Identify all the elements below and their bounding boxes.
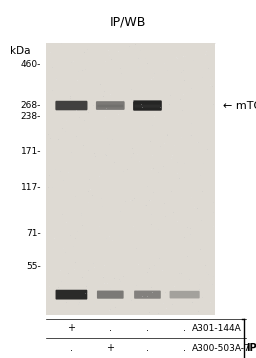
- Text: .: .: [109, 324, 112, 333]
- Text: kDa: kDa: [10, 46, 31, 56]
- Text: 71-: 71-: [26, 229, 41, 238]
- Text: A301-144A: A301-144A: [192, 324, 242, 333]
- FancyBboxPatch shape: [46, 43, 215, 315]
- Text: 238-: 238-: [20, 112, 41, 121]
- Text: .: .: [146, 324, 149, 333]
- Text: .: .: [183, 343, 186, 353]
- FancyBboxPatch shape: [133, 100, 162, 111]
- FancyBboxPatch shape: [96, 101, 125, 110]
- Text: A300-503A-7: A300-503A-7: [192, 344, 251, 353]
- Text: +: +: [106, 343, 114, 353]
- FancyBboxPatch shape: [97, 105, 123, 107]
- Text: 117-: 117-: [20, 183, 41, 192]
- Text: +: +: [67, 324, 76, 333]
- Text: .: .: [183, 324, 186, 333]
- Text: IP: IP: [246, 343, 256, 353]
- Text: .: .: [146, 343, 149, 353]
- FancyBboxPatch shape: [57, 105, 86, 107]
- Text: .: .: [70, 343, 73, 353]
- Text: 268-: 268-: [20, 101, 41, 110]
- Text: 55-: 55-: [26, 262, 41, 271]
- FancyBboxPatch shape: [97, 291, 124, 299]
- Text: 460-: 460-: [20, 60, 41, 69]
- Text: ← mTOR: ← mTOR: [223, 101, 256, 111]
- Text: 171-: 171-: [20, 147, 41, 156]
- Text: IP/WB: IP/WB: [110, 16, 146, 29]
- FancyBboxPatch shape: [55, 101, 88, 110]
- FancyBboxPatch shape: [56, 290, 87, 300]
- FancyBboxPatch shape: [134, 105, 161, 108]
- FancyBboxPatch shape: [134, 291, 161, 299]
- FancyBboxPatch shape: [169, 291, 200, 299]
